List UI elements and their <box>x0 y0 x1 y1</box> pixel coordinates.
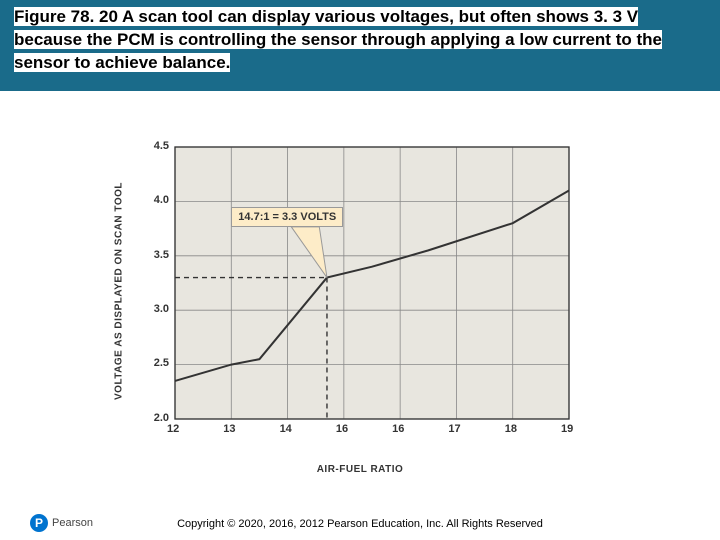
y-tick-label: 4.0 <box>154 194 169 206</box>
chart-container: VOLTAGE AS DISPLAYED ON SCAN TOOL AIR-FU… <box>0 141 720 441</box>
y-tick-label: 2.0 <box>154 412 169 424</box>
y-axis-label: VOLTAGE AS DISPLAYED ON SCAN TOOL <box>114 182 125 400</box>
chart: VOLTAGE AS DISPLAYED ON SCAN TOOL AIR-FU… <box>145 141 575 441</box>
figure-caption: Figure 78. 20 A scan tool can display va… <box>14 7 662 72</box>
y-tick-label: 3.0 <box>154 303 169 315</box>
x-tick-label: 16 <box>336 423 348 435</box>
x-tick-label: 17 <box>448 423 460 435</box>
x-tick-label: 13 <box>223 423 235 435</box>
x-tick-label: 19 <box>561 423 573 435</box>
header-bar: Figure 78. 20 A scan tool can display va… <box>0 0 720 91</box>
annotation-callout: 14.7:1 = 3.3 VOLTS <box>231 207 343 227</box>
x-axis-label: AIR-FUEL RATIO <box>317 464 404 475</box>
y-tick-label: 2.5 <box>154 357 169 369</box>
chart-svg <box>145 141 575 441</box>
y-tick-label: 3.5 <box>154 249 169 261</box>
x-tick-label: 18 <box>505 423 517 435</box>
y-tick-label: 4.5 <box>154 140 169 152</box>
x-tick-label: 16 <box>392 423 404 435</box>
copyright-footer: Copyright © 2020, 2016, 2012 Pearson Edu… <box>0 518 720 530</box>
x-tick-label: 12 <box>167 423 179 435</box>
x-tick-label: 14 <box>280 423 292 435</box>
